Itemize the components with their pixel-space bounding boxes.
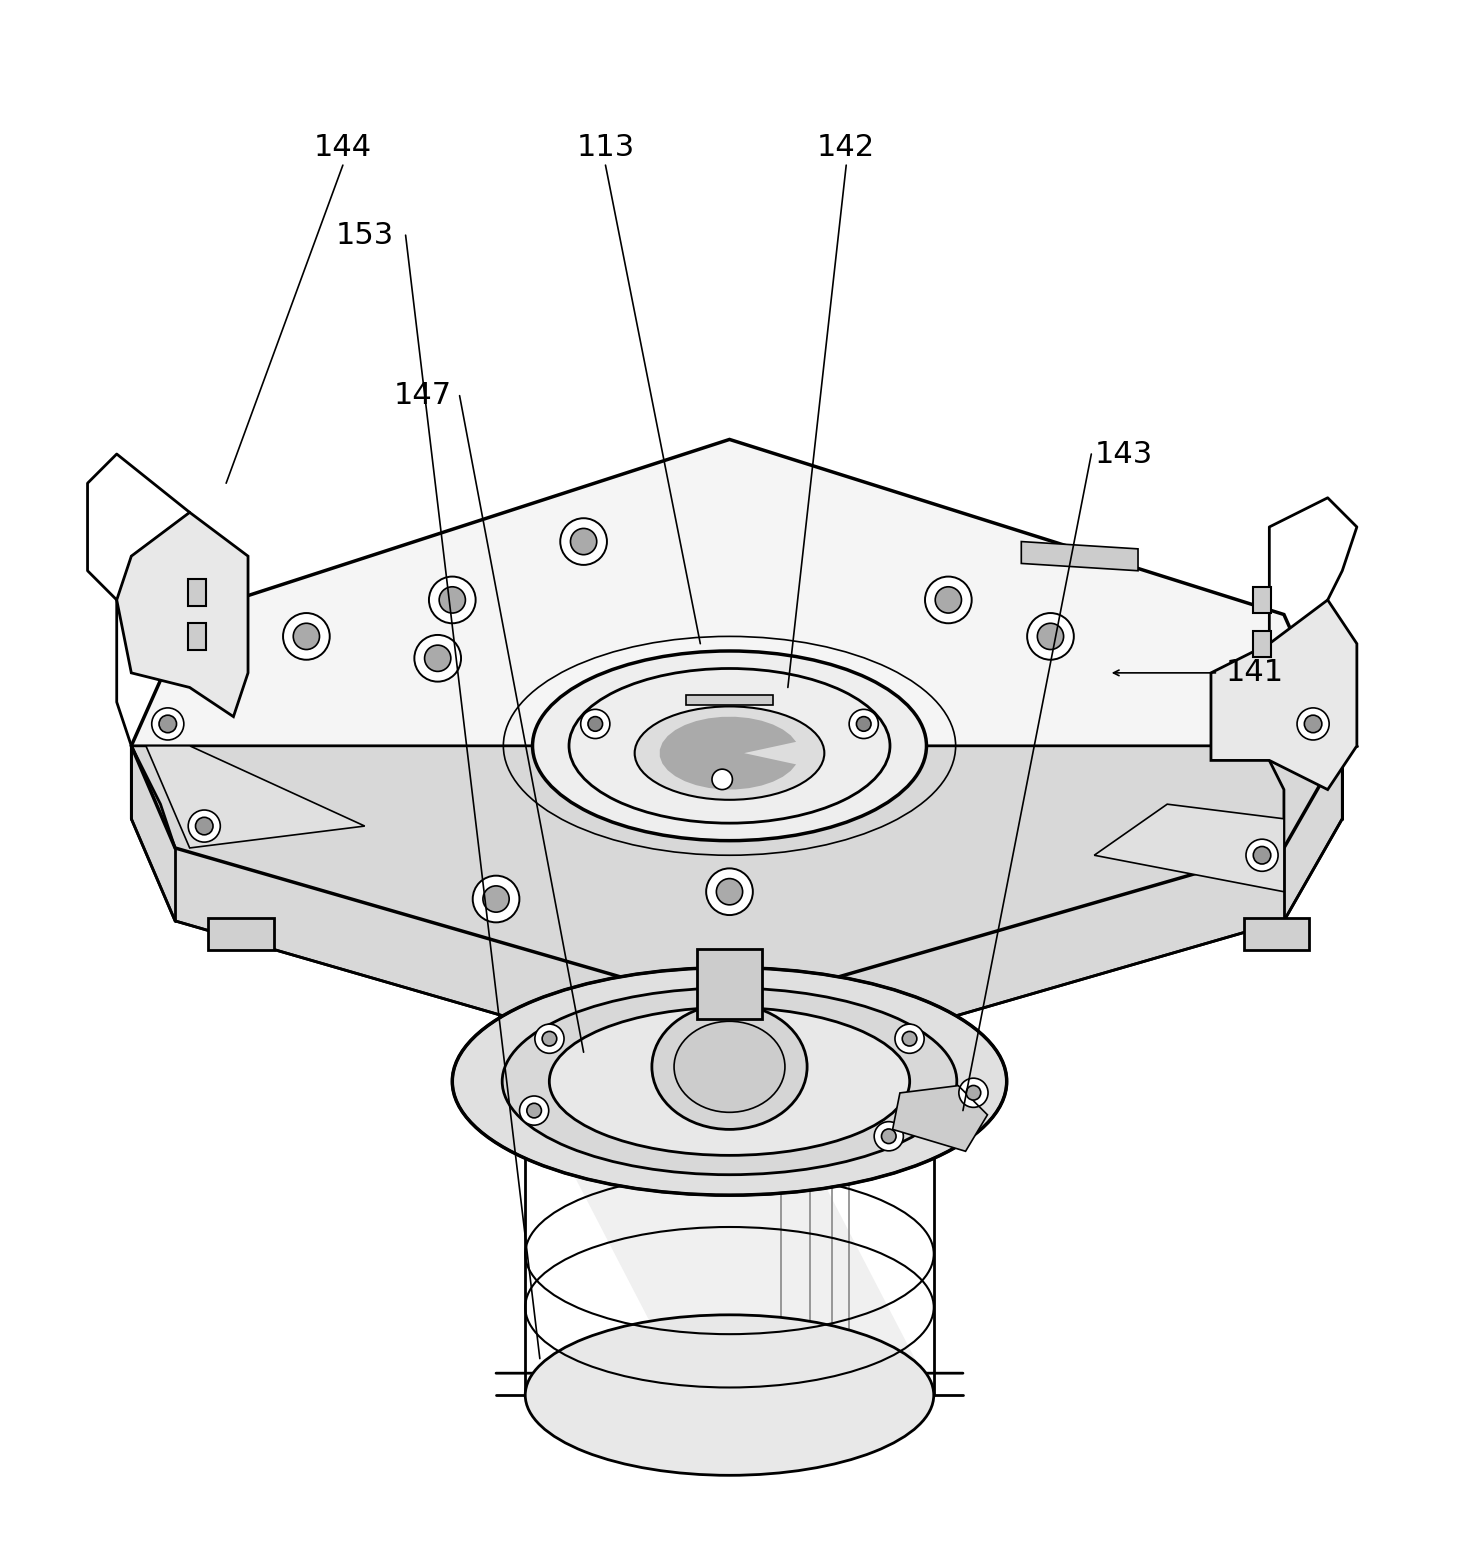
Circle shape (1297, 708, 1329, 739)
Circle shape (425, 645, 451, 671)
Circle shape (414, 636, 461, 682)
Circle shape (959, 1079, 988, 1107)
Circle shape (856, 716, 871, 732)
Circle shape (1027, 614, 1074, 660)
Polygon shape (146, 746, 365, 848)
Circle shape (429, 577, 476, 623)
Circle shape (1246, 839, 1278, 871)
Ellipse shape (635, 707, 824, 800)
Circle shape (966, 1085, 980, 1100)
Circle shape (483, 887, 509, 911)
Circle shape (152, 708, 184, 739)
Circle shape (535, 1025, 565, 1054)
Text: 142: 142 (817, 133, 875, 163)
Text: 113: 113 (576, 133, 635, 163)
Circle shape (1253, 846, 1271, 863)
Ellipse shape (549, 1008, 910, 1155)
Circle shape (706, 868, 753, 914)
Polygon shape (117, 513, 248, 716)
Polygon shape (188, 623, 206, 649)
Circle shape (519, 1096, 549, 1125)
Polygon shape (893, 1085, 988, 1152)
Ellipse shape (525, 1314, 934, 1476)
Circle shape (283, 614, 330, 660)
Circle shape (935, 587, 961, 614)
Ellipse shape (452, 967, 1007, 1195)
Text: 147: 147 (394, 381, 452, 411)
Circle shape (588, 716, 603, 732)
Circle shape (716, 879, 743, 905)
Text: 143: 143 (1094, 440, 1153, 468)
Circle shape (543, 1031, 557, 1046)
Text: 144: 144 (314, 133, 372, 163)
Circle shape (902, 1031, 916, 1046)
Circle shape (188, 811, 220, 842)
Ellipse shape (652, 1004, 807, 1130)
Polygon shape (188, 580, 206, 606)
Circle shape (293, 623, 320, 649)
Ellipse shape (674, 1021, 785, 1113)
Polygon shape (1021, 541, 1138, 570)
Polygon shape (686, 694, 773, 705)
Circle shape (196, 817, 213, 835)
Circle shape (1304, 715, 1322, 733)
Ellipse shape (502, 987, 957, 1175)
Polygon shape (1211, 600, 1357, 789)
Circle shape (925, 577, 972, 623)
Circle shape (159, 715, 177, 733)
Circle shape (581, 710, 610, 738)
Circle shape (874, 1122, 903, 1150)
Circle shape (570, 529, 597, 555)
Polygon shape (697, 949, 762, 1018)
Circle shape (560, 518, 607, 564)
Circle shape (439, 587, 465, 614)
Ellipse shape (533, 651, 926, 840)
Polygon shape (131, 746, 1342, 1082)
Circle shape (881, 1128, 896, 1144)
Circle shape (473, 876, 519, 922)
Polygon shape (209, 918, 273, 950)
Polygon shape (525, 1001, 934, 1476)
Polygon shape (1253, 587, 1271, 614)
Text: 153: 153 (336, 220, 394, 250)
Text: 141: 141 (1226, 659, 1284, 687)
Circle shape (527, 1104, 541, 1118)
Polygon shape (1094, 804, 1284, 891)
Polygon shape (1253, 631, 1271, 657)
Circle shape (894, 1025, 924, 1054)
Polygon shape (659, 716, 797, 789)
Circle shape (712, 769, 732, 789)
Circle shape (849, 710, 878, 738)
Polygon shape (131, 440, 1342, 1009)
Circle shape (1037, 623, 1064, 649)
Polygon shape (1243, 918, 1309, 950)
